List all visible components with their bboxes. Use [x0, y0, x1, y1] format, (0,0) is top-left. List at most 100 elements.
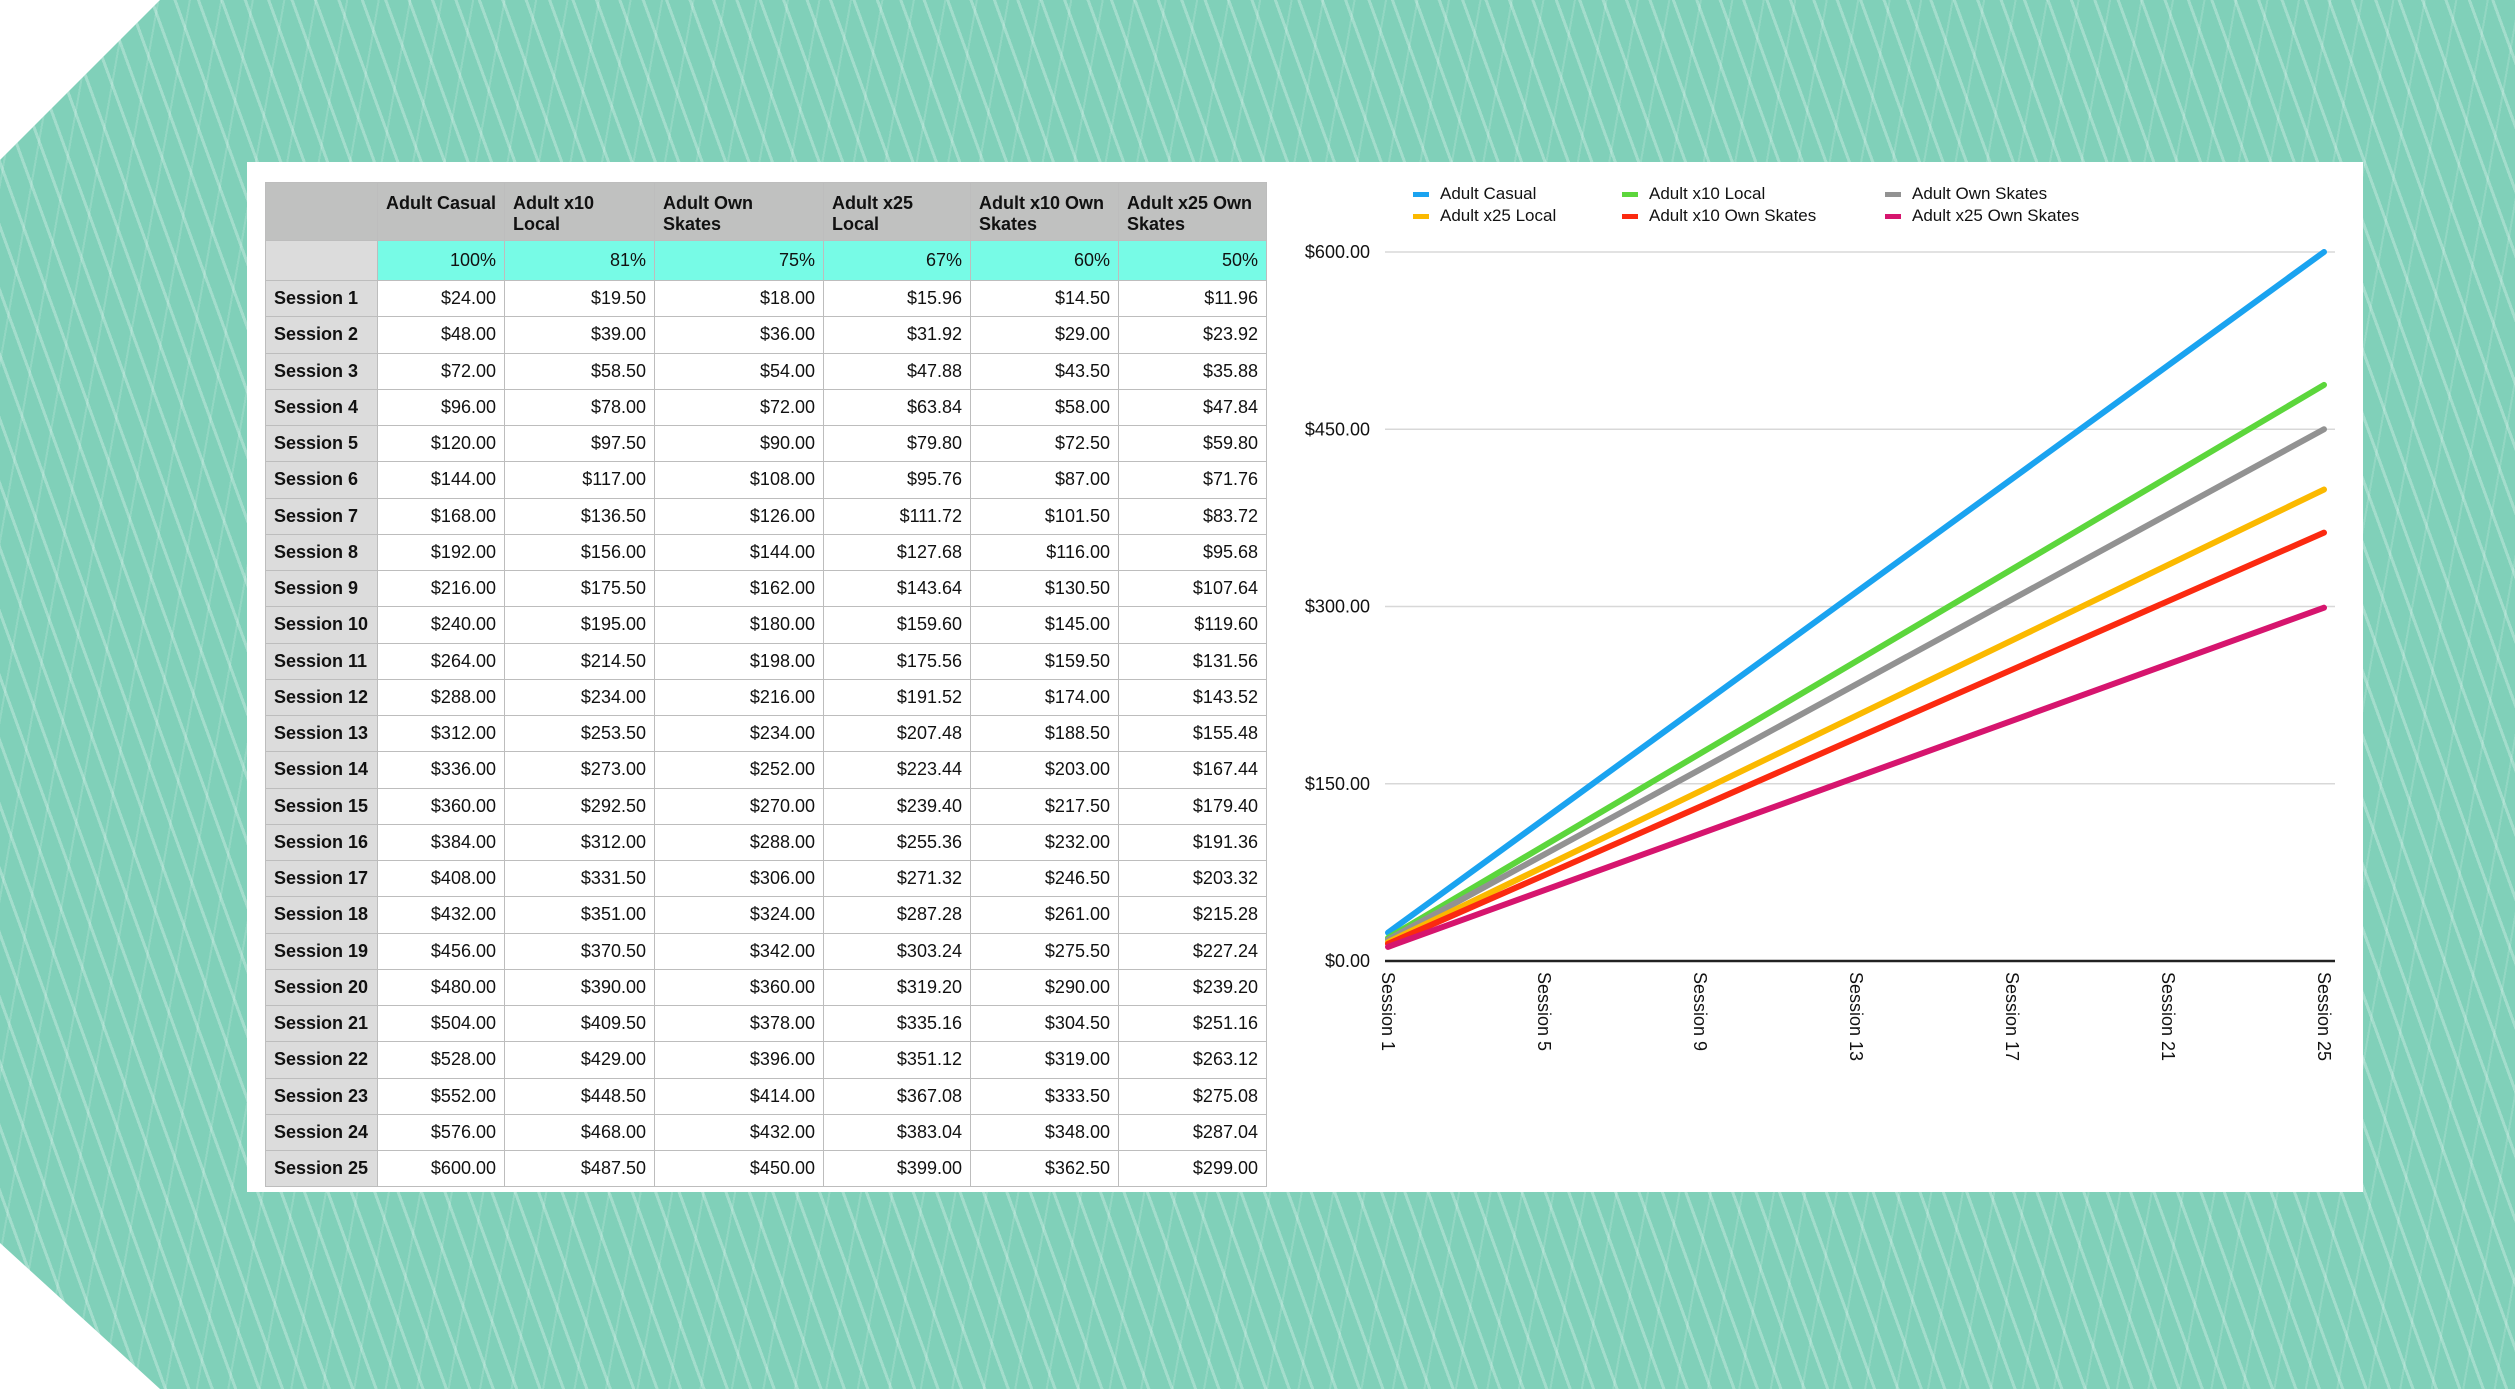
series-line: [1385, 249, 2327, 936]
legend-swatch: [1885, 213, 1901, 219]
legend-label: Adult Own Skates: [1912, 184, 2048, 203]
price-cell: $552.00: [377, 1077, 505, 1115]
price-cell: $360.00: [654, 968, 824, 1007]
row-label: Session 13: [265, 714, 378, 753]
price-cell: $312.00: [377, 714, 505, 753]
row-label: Session 11: [265, 642, 378, 680]
price-cell: $155.48: [1118, 714, 1267, 753]
legend-item: Adult x25 Local: [1413, 206, 1556, 226]
column-header: Adult x10 Local: [504, 182, 655, 241]
price-cell: $47.88: [823, 352, 971, 390]
legend-swatch: [1622, 191, 1638, 197]
legend-swatch: [1413, 191, 1429, 197]
price-cell: $287.04: [1118, 1113, 1267, 1152]
percent-cell: 81%: [504, 240, 655, 281]
price-cell: $119.60: [1118, 606, 1267, 644]
row-label: Session 5: [265, 424, 378, 463]
price-cell: $480.00: [377, 968, 505, 1007]
price-cell: $319.00: [970, 1041, 1119, 1079]
price-cell: $47.84: [1118, 388, 1267, 427]
row-label: Session 4: [265, 388, 378, 427]
row-label: Session 3: [265, 352, 378, 390]
x-tick-label: Session 1: [1378, 972, 1398, 1051]
row-label: Session 25: [265, 1149, 378, 1188]
row-label: [265, 240, 378, 281]
x-tick-label: Session 25: [2314, 972, 2334, 1061]
price-cell: $143.64: [823, 569, 971, 608]
column-header: Adult Casual: [377, 182, 505, 241]
table-row: Session 2 $48.00 $39.00 $36.00 $31.92 $29.00 $…: [265, 316, 1267, 354]
price-cell: $59.80: [1118, 424, 1267, 463]
legend-swatch: [1413, 213, 1429, 219]
table-row: Session 5 $120.00 $97.50 $90.00 $79.80 $72.50…: [265, 424, 1267, 463]
price-cell: $207.48: [823, 714, 971, 753]
price-cell: $156.00: [504, 533, 655, 572]
price-cell: $287.28: [823, 896, 971, 934]
price-cell: $159.50: [970, 642, 1119, 680]
price-cell: $107.64: [1118, 569, 1267, 608]
price-cell: $429.00: [504, 1041, 655, 1079]
y-tick-label: $0.00: [1325, 951, 1370, 971]
price-cell: $116.00: [970, 533, 1119, 572]
price-cell: $290.00: [970, 968, 1119, 1007]
price-cell: $203.32: [1118, 859, 1267, 898]
price-cell: $216.00: [377, 569, 505, 608]
row-label: Session 9: [265, 569, 378, 608]
legend-item: Adult Own Skates: [1885, 184, 2047, 204]
price-cell: $126.00: [654, 497, 824, 535]
price-cell: $144.00: [654, 533, 824, 572]
row-label: Session 12: [265, 678, 378, 717]
price-cell: $36.00: [654, 316, 824, 354]
price-cell: $468.00: [504, 1113, 655, 1152]
row-label: Session 2: [265, 316, 378, 354]
price-cell: $31.92: [823, 316, 971, 354]
price-cell: $240.00: [377, 606, 505, 644]
price-cell: $396.00: [654, 1041, 824, 1079]
price-cell: $195.00: [504, 606, 655, 644]
price-cell: $54.00: [654, 352, 824, 390]
price-cell: $191.36: [1118, 823, 1267, 862]
legend-swatch: [1885, 191, 1901, 197]
table-row: Session 4 $96.00 $78.00 $72.00 $63.84 $58.00 $…: [265, 388, 1267, 427]
price-cell: $252.00: [654, 751, 824, 789]
table-row: Session 22 $528.00 $429.00 $396.00 $351.12 $3…: [265, 1041, 1267, 1079]
price-cell: $216.00: [654, 678, 824, 717]
price-cell: $101.50: [970, 497, 1119, 535]
price-cell: $29.00: [970, 316, 1119, 354]
series-line: [1385, 486, 2327, 946]
price-cell: $79.80: [823, 424, 971, 463]
price-cell: $288.00: [377, 678, 505, 717]
percent-cell: 67%: [823, 240, 971, 281]
table-row: Session 25 $600.00 $487.50 $450.00 $399.00 $3…: [265, 1149, 1267, 1188]
x-tick-label: Session 17: [2002, 972, 2022, 1061]
price-cell: $180.00: [654, 606, 824, 644]
price-cell: $19.50: [504, 279, 655, 318]
price-cell: $43.50: [970, 352, 1119, 390]
row-label: Session 8: [265, 533, 378, 572]
x-tick-label: Session 21: [2158, 972, 2178, 1061]
table-row: Session 17 $408.00 $331.50 $306.00 $271.32 $2…: [265, 859, 1267, 898]
percent-row: 100% 81% 75% 67% 60% 50%: [265, 240, 1267, 281]
column-header: Adult Own Skates: [654, 182, 824, 241]
price-cell: $251.16: [1118, 1004, 1267, 1043]
price-cell: $203.00: [970, 751, 1119, 789]
row-label: Session 14: [265, 751, 378, 789]
price-cell: $83.72: [1118, 497, 1267, 535]
price-cell: $11.96: [1118, 279, 1267, 318]
pricing-table: Adult Casual Adult x10 Local Adult Own Ska…: [265, 182, 1267, 1188]
y-tick-label: $450.00: [1305, 419, 1370, 439]
price-cell: $399.00: [823, 1149, 971, 1188]
price-cell: $528.00: [377, 1041, 505, 1079]
legend-item: Adult x25 Own Skates: [1885, 206, 2079, 226]
price-cell: $504.00: [377, 1004, 505, 1043]
series-line: [1385, 426, 2327, 943]
price-cell: $432.00: [377, 896, 505, 934]
price-cell: $273.00: [504, 751, 655, 789]
legend-label: Adult x25 Own Skates: [1912, 206, 2080, 225]
price-cell: $333.50: [970, 1077, 1119, 1115]
price-cell: $96.00: [377, 388, 505, 427]
price-cell: $271.32: [823, 859, 971, 898]
series-line: [1385, 381, 2327, 941]
price-cell: $370.50: [504, 932, 655, 970]
price-cell: $63.84: [823, 388, 971, 427]
